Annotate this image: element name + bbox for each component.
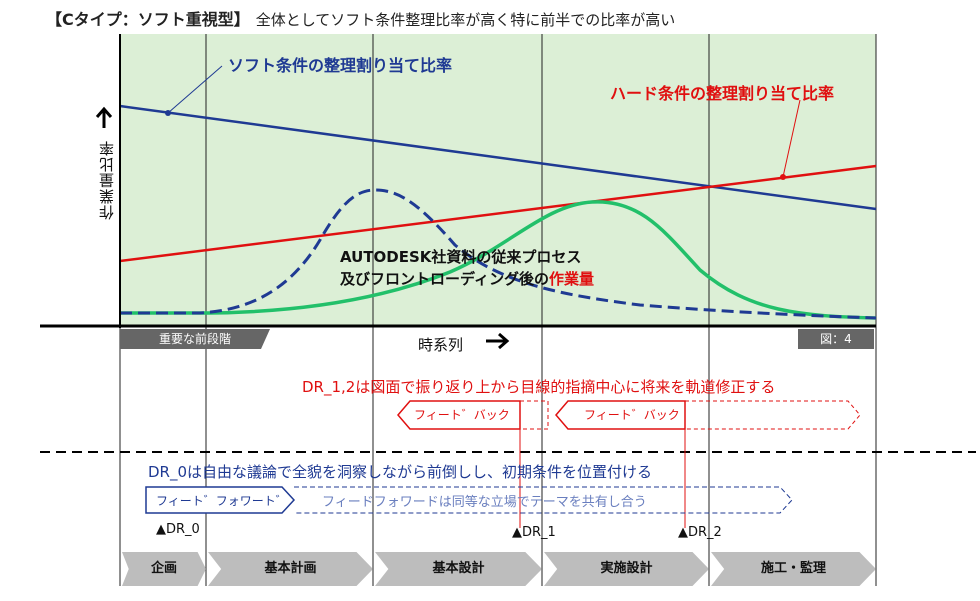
soft-ratio-leader [167,65,223,114]
dr12-note: DR_1,2は図面で振り返り上から目線的指摘中心に将来を軌道修正する [302,378,776,396]
soft-ratio-line [119,104,877,211]
milestone-dr0: ▲DR_0 [156,522,200,537]
hard-ratio-label: ハード条件の整理割り当て比率 [610,84,835,103]
feedback-arrow-1-tail [520,400,549,430]
feedback-label-1: フィート゛バック [414,408,510,422]
plot-area [120,34,876,326]
phase-construction: 施工・監理 [711,552,876,586]
feedforward-arrow-tail [294,486,793,514]
feedforward-description: フィードフォワードは同等な立場でテーマを共有し合う [322,495,647,510]
hard-ratio-line [119,164,877,263]
traditional-workload-curve [120,200,877,320]
milestone-dr2: ▲DR_2 [678,525,722,540]
y-axis-arrow [95,106,113,128]
annotation-line-2-prefix: 及びフロントローディング後の [340,270,549,288]
dr0-note: DR_0は自由な議論で全貌を洞察しながら前倒しし、初期条件を位置付ける [148,463,653,481]
phase-planning: 企画 [122,552,206,586]
milestone-dr1: ▲DR_1 [512,525,556,540]
feedforward-label: フィート゛フォワート゛ [156,494,288,508]
feedforward-arrow [145,486,296,514]
x-axis-label: 時系列 [418,336,464,354]
hard-ratio-leader [782,99,801,178]
workload-annotation: AUTODESK社資料の従来プロセス 及びフロントローディング後の作業量 [340,246,594,290]
annotation-line-2-emph: 作業量 [548,270,594,288]
annotation-line-1: AUTODESK社資料の従来プロセス [340,248,582,266]
pre-stage-tag: 重要な前段階 [120,329,270,349]
phase-detailed-design: 実施設計 [544,552,709,586]
phase-basic-design: 基本設計 [375,552,542,586]
x-axis-arrow [486,332,510,350]
title-subtitle: 全体としてソフト条件整理比率が高く特に前半での比率が高い [255,11,676,29]
phase-basic-plan: 基本計画 [208,552,373,586]
annotation-line-2: 及びフロントローディング後の作業量 [340,268,594,290]
soft-ratio-label: ソフト条件の整理割り当て比率 [228,56,453,75]
y-axis-label: 作業量比率 [98,140,116,220]
title-main: 【Cタイプ：ソフト重視型】 [46,10,250,29]
figure-number-tag: 図：4 [798,329,874,349]
feedback-label-2: フィート゛バック [584,408,680,422]
diagram-title: 【Cタイプ：ソフト重視型】 全体としてソフト条件整理比率が高く特に前半での比率が高… [46,6,675,30]
frontloading-workload-curve [120,188,877,320]
feedback-arrow-2-tail [685,400,861,430]
